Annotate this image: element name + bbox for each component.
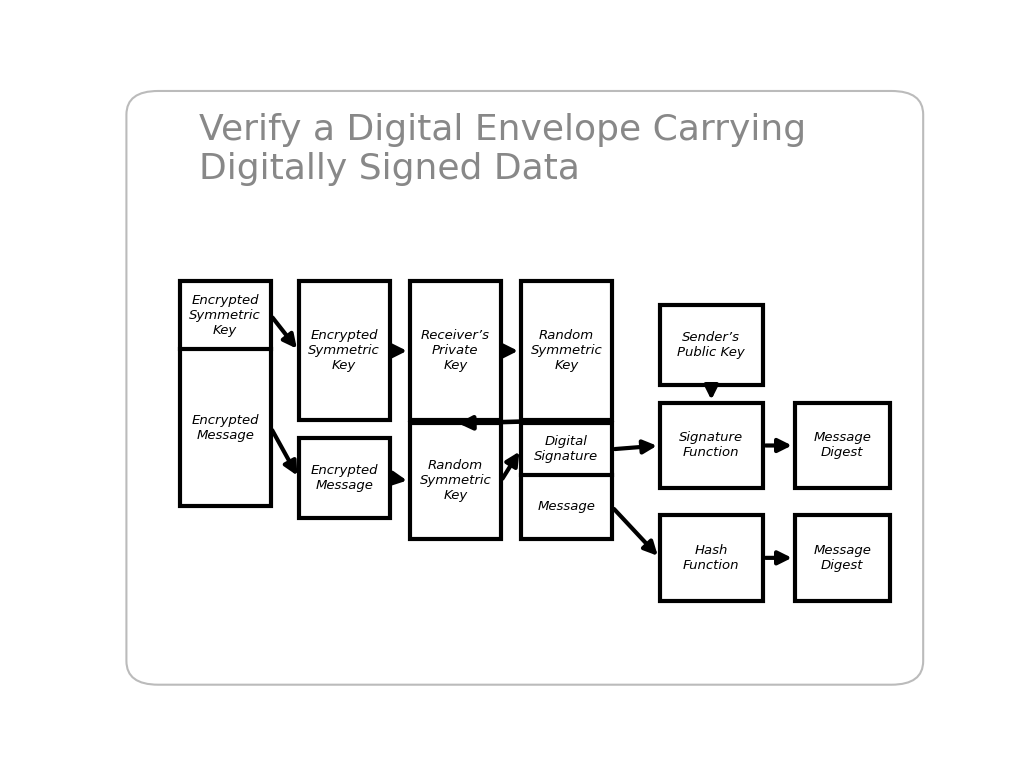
Bar xyxy=(410,423,501,538)
Text: Encrypted
Message: Encrypted Message xyxy=(310,464,378,492)
FancyBboxPatch shape xyxy=(126,91,924,685)
Bar xyxy=(299,281,390,420)
Bar xyxy=(659,305,763,385)
Bar xyxy=(659,402,763,488)
Text: Random
Symmetric
Key: Random Symmetric Key xyxy=(530,329,602,372)
Text: Message
Digest: Message Digest xyxy=(813,432,871,459)
Text: Message
Digest: Message Digest xyxy=(813,544,871,572)
Text: Message: Message xyxy=(538,501,595,514)
Bar xyxy=(179,281,270,506)
Text: Random
Symmetric
Key: Random Symmetric Key xyxy=(420,459,492,502)
Text: Encrypted
Message: Encrypted Message xyxy=(191,414,259,442)
Text: Verify a Digital Envelope Carrying
Digitally Signed Data: Verify a Digital Envelope Carrying Digit… xyxy=(200,113,807,187)
Text: Digital
Signature: Digital Signature xyxy=(535,435,598,463)
Bar xyxy=(659,515,763,601)
Text: Signature
Function: Signature Function xyxy=(679,432,743,459)
Bar xyxy=(410,281,501,420)
Bar xyxy=(299,438,390,518)
Bar xyxy=(521,281,612,420)
Text: Receiver’s
Private
Key: Receiver’s Private Key xyxy=(421,329,489,372)
Bar xyxy=(795,402,890,488)
Bar xyxy=(521,423,612,538)
Text: Encrypted
Symmetric
Key: Encrypted Symmetric Key xyxy=(308,329,380,372)
Text: Hash
Function: Hash Function xyxy=(683,544,739,572)
Text: Sender’s
Public Key: Sender’s Public Key xyxy=(678,331,745,359)
Bar xyxy=(795,515,890,601)
Text: Encrypted
Symmetric
Key: Encrypted Symmetric Key xyxy=(189,294,261,337)
